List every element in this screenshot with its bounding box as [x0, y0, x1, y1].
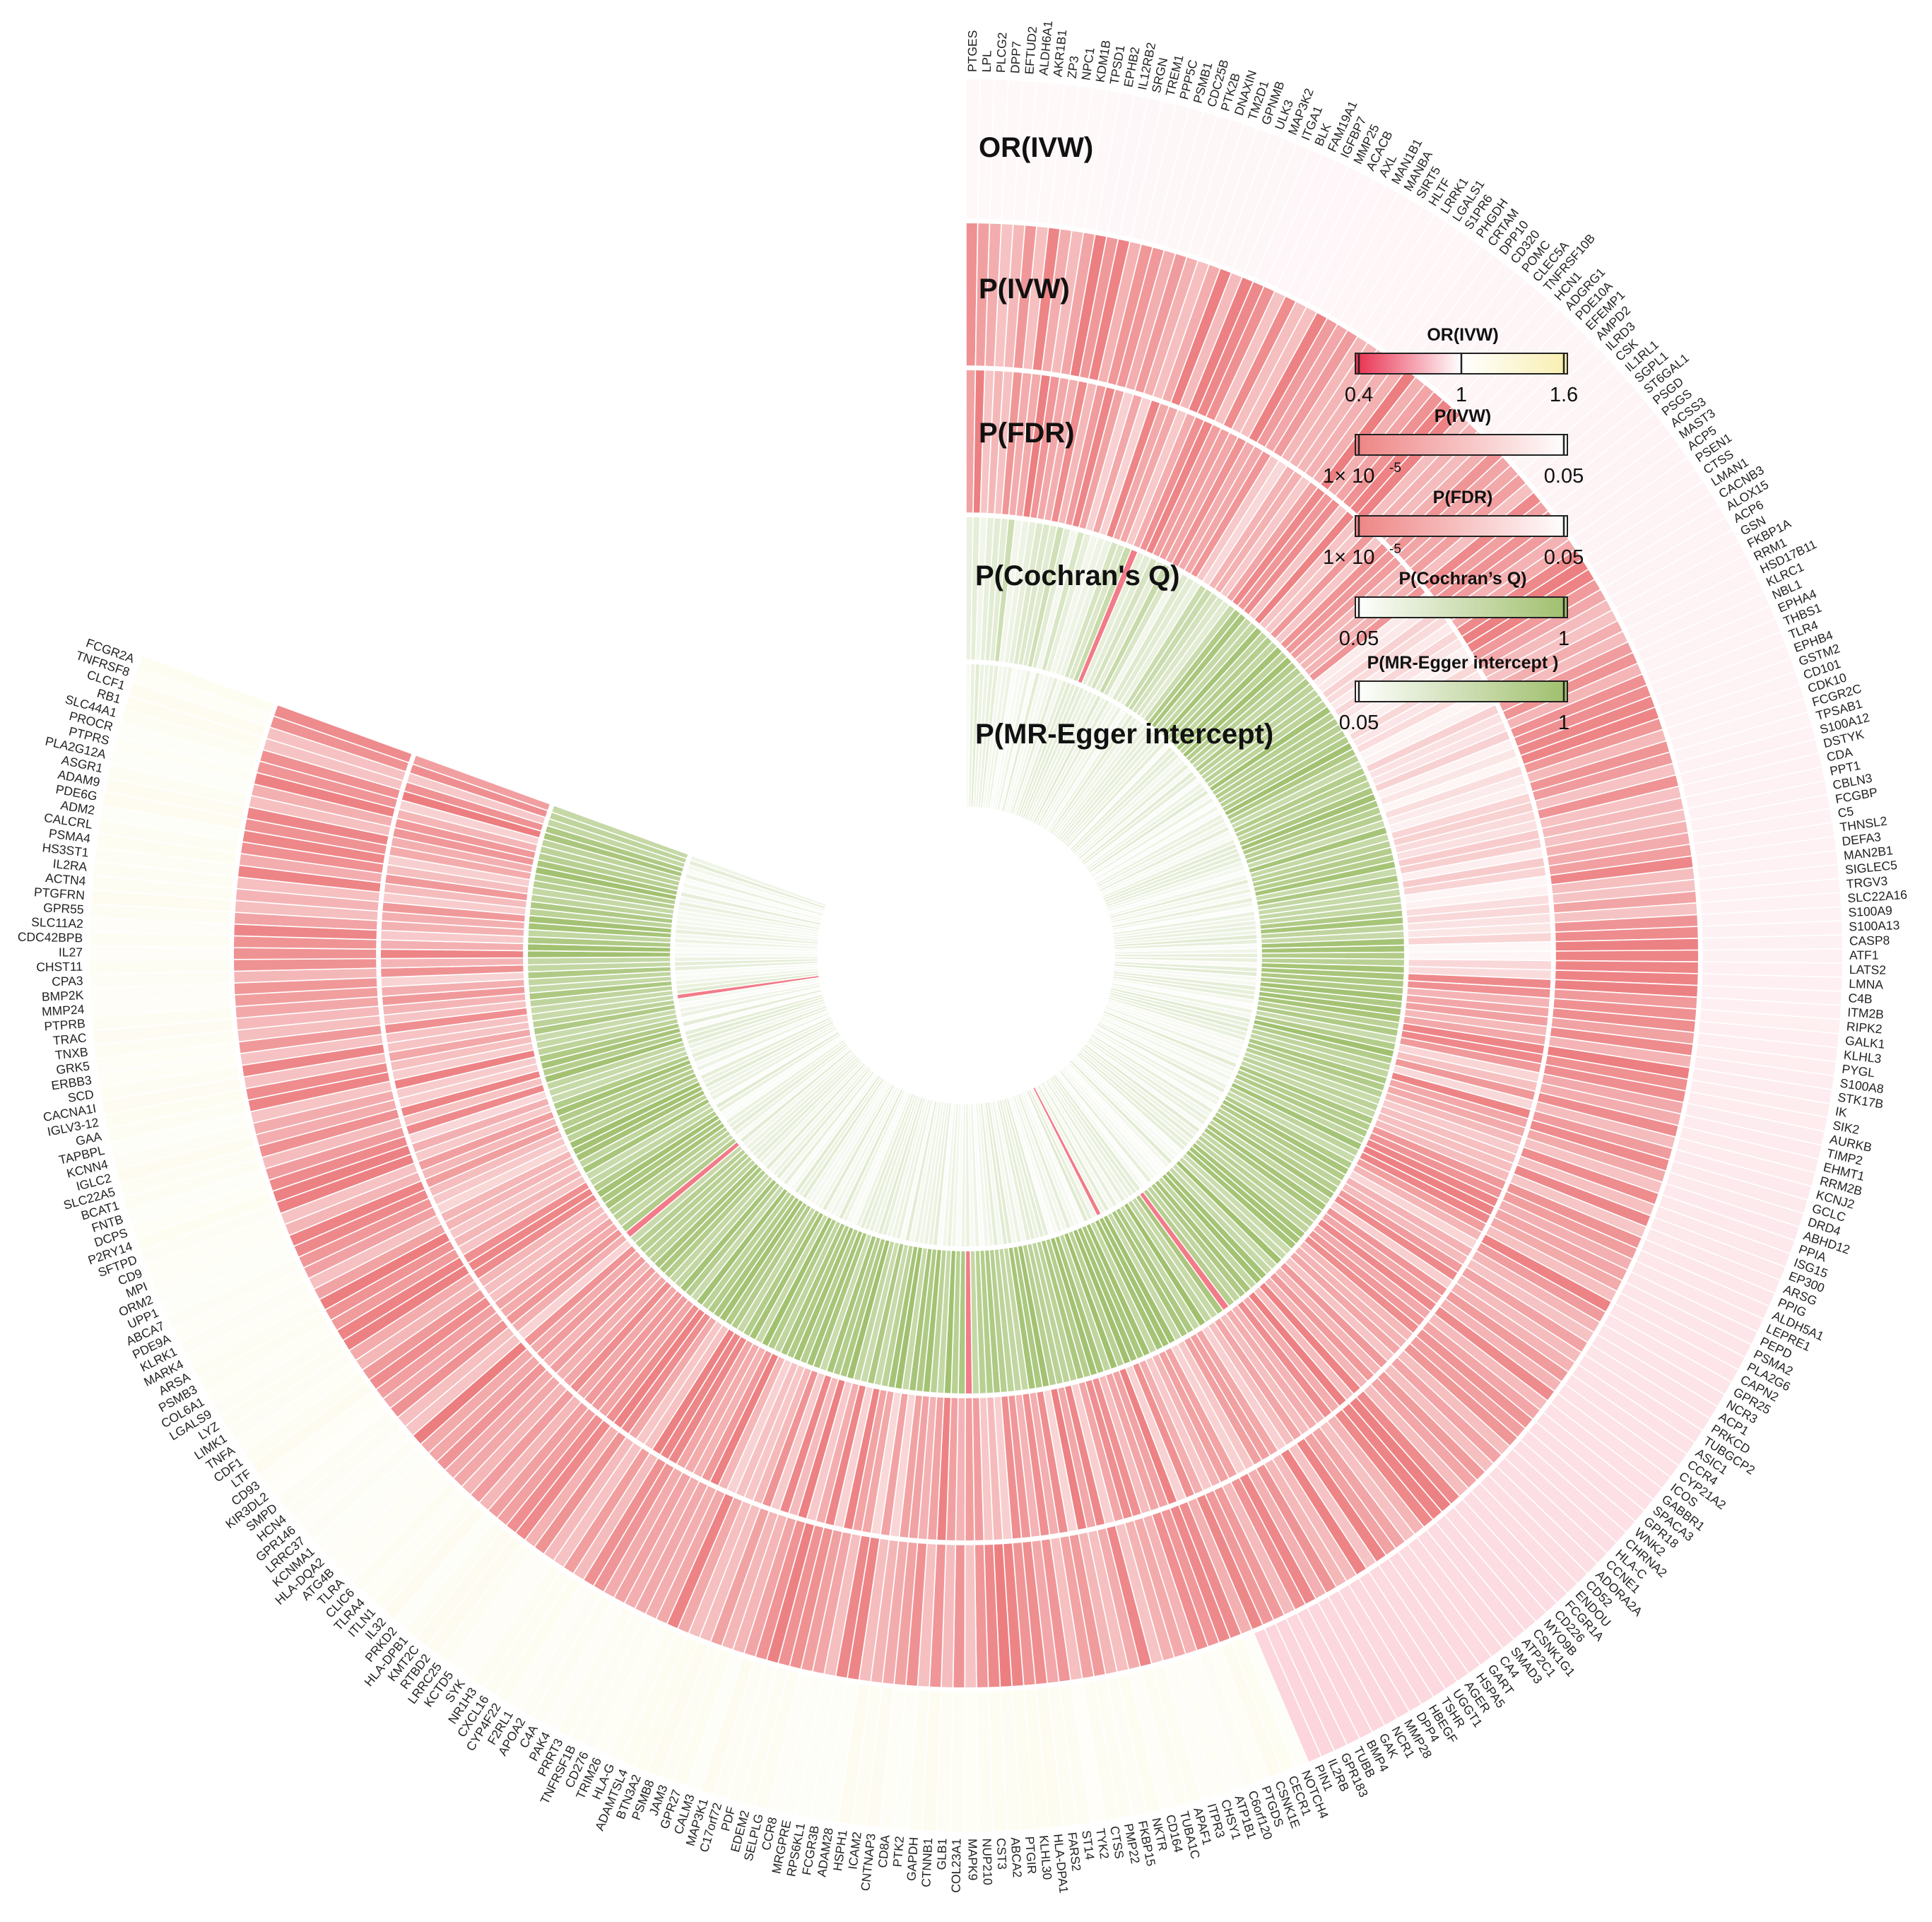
legend-q-tick-low: 0.05	[1339, 627, 1379, 650]
cell-or-casp8	[1701, 934, 1844, 951]
gene-label-199: PTK2	[890, 1836, 907, 1868]
gene-label-286: TRAC	[52, 1030, 87, 1047]
track-title-p: P(IVW)	[979, 273, 1070, 305]
legend-or-tick-mid: 1	[1456, 384, 1467, 406]
legend-q: P(Cochran’s Q) 0.05 1	[1339, 569, 1569, 650]
gene-label-92: TRGV3	[1846, 873, 1888, 891]
ring-separator-or	[87, 76, 1845, 1834]
legend-p-title: P(IVW)	[1435, 406, 1492, 426]
legend-fdr-tick-low: 1× 10	[1323, 546, 1374, 569]
legend-fdr-tick-low-exponent: -5	[1389, 542, 1401, 557]
gene-label-196: GLB1	[934, 1838, 949, 1870]
cell-or-mapk9	[964, 1691, 979, 1834]
gene-label-298: IL2RA	[52, 856, 88, 874]
gene-label-1: LPL	[979, 50, 994, 73]
gene-label-291: CHST11	[36, 960, 83, 974]
legend-p-tick-low-exponent: -5	[1389, 461, 1401, 476]
gene-label-93: SLC22A16	[1847, 888, 1908, 905]
gene-label-108: IK	[1834, 1104, 1849, 1120]
legend-or-title: OR(IVW)	[1427, 325, 1498, 345]
gene-label-294: SLC11A2	[31, 915, 83, 931]
gene-label-293: CDC42BPB	[18, 930, 83, 945]
gene-label-189: KLHL30	[1037, 1834, 1054, 1880]
gene-label-7: ZP3	[1065, 55, 1082, 79]
legend-fdr-colorbar	[1355, 515, 1568, 537]
legend-egger-title: P(MR-Egger intercept )	[1367, 653, 1559, 673]
legend-or-tick-low: 0.4	[1345, 384, 1373, 406]
gene-label-98: LATS2	[1849, 962, 1887, 977]
cell-p-mapk9	[964, 1544, 977, 1690]
cell-p-atf1	[1555, 949, 1700, 963]
gene-label-295: GPR55	[43, 900, 84, 916]
cell-fdr-mapk9	[964, 1397, 975, 1543]
gene-label-290: CPA3	[52, 974, 83, 989]
gene-label-292: IL27	[59, 945, 83, 959]
legend-or-tick-high: 1.6	[1550, 384, 1578, 406]
gene-label-297: ACTN4	[45, 871, 86, 888]
ring-separator-p	[231, 220, 1701, 1690]
legend-egger: P(MR-Egger intercept ) 0.05 1	[1339, 653, 1569, 734]
gene-label-102: RIPK2	[1846, 1019, 1883, 1036]
legend-q-tick-high: 1	[1558, 627, 1569, 650]
legend-p-tick-high: 0.05	[1544, 465, 1584, 488]
gene-label-0: PTGES	[965, 30, 979, 72]
gene-label-96: CASP8	[1849, 933, 1890, 948]
gene-label-200: CD8A	[876, 1834, 893, 1869]
legend-egger-colorbar	[1355, 680, 1568, 702]
ring-separator-q	[525, 514, 1407, 1396]
legend-egger-tick-low: 0.05	[1339, 712, 1379, 734]
gene-label-287: PTPRB	[44, 1016, 86, 1033]
legend-q-title: P(Cochran’s Q)	[1398, 569, 1526, 589]
gene-label-95: S100A13	[1849, 918, 1900, 933]
gene-label-193: NUP210	[979, 1838, 994, 1885]
gene-label-194: MAPK9	[965, 1839, 979, 1880]
ring-separator-egger	[672, 661, 1260, 1249]
gene-labels: PTGES LPL PLCG2DPP7EFTUD2ALDH6A1AKR1B1ZP3N…	[18, 20, 1908, 1894]
track-title-fdr: P(FDR)	[979, 418, 1075, 449]
gene-label-101: ITM2B	[1847, 1005, 1885, 1021]
legend-p: P(IVW) 1× 10 -5 0.05	[1323, 406, 1584, 488]
gene-label-195: COL23A1	[949, 1839, 964, 1893]
legend-or: OR(IVW) 0.4 1 1.6	[1345, 325, 1578, 406]
track-titles: OR(IVW) P(IVW) P(FDR) P(Cochran's Q) P(M…	[975, 132, 1273, 750]
gene-label-197: CTNNB1	[919, 1837, 935, 1887]
track-title-egger: P(MR-Egger intercept)	[975, 719, 1273, 750]
gene-label-100: C4B	[1848, 991, 1873, 1006]
gene-label-2: PLCG2	[994, 32, 1009, 73]
gene-label-288: MMP24	[42, 1002, 86, 1019]
gene-label-289: BMP2K	[42, 988, 85, 1004]
gene-label-3: DPP7	[1008, 41, 1024, 74]
gene-label-192: CST3	[994, 1838, 1010, 1870]
gene-label-87: C5	[1837, 804, 1854, 820]
legend-q-colorbar	[1355, 596, 1568, 618]
legend-fdr-tick-high: 0.05	[1544, 546, 1584, 569]
gene-label-4: EFTUD2	[1022, 26, 1039, 75]
track-title-q: P(Cochran's Q)	[975, 560, 1180, 591]
gene-label-191: ABCA2	[1008, 1836, 1025, 1877]
cell-or-atf1	[1702, 948, 1844, 964]
legend-fdr-title: P(FDR)	[1433, 488, 1493, 507]
gene-label-94: S100A9	[1848, 903, 1892, 919]
gene-label-99: LMNA	[1849, 977, 1884, 992]
legend-p-colorbar	[1355, 434, 1568, 456]
legend-p-tick-low: 1× 10	[1323, 465, 1374, 488]
gene-label-97: ATF1	[1849, 948, 1879, 962]
legend-fdr: P(FDR) 1× 10 -5 0.05	[1323, 488, 1584, 569]
ring-separator-fdr	[378, 367, 1554, 1543]
ring-separators	[87, 76, 1845, 1834]
track-title-or: OR(IVW)	[979, 132, 1093, 163]
cell-or-il27	[88, 945, 230, 961]
heatmap-rings	[88, 77, 1844, 1834]
gene-label-296: PTGFRN	[33, 885, 85, 902]
legend-egger-tick-high: 1	[1558, 712, 1569, 734]
gene-label-198: GAPDH	[904, 1836, 921, 1881]
gene-label-190: PTGIR	[1023, 1836, 1039, 1875]
cell-or-chst11	[88, 958, 231, 975]
